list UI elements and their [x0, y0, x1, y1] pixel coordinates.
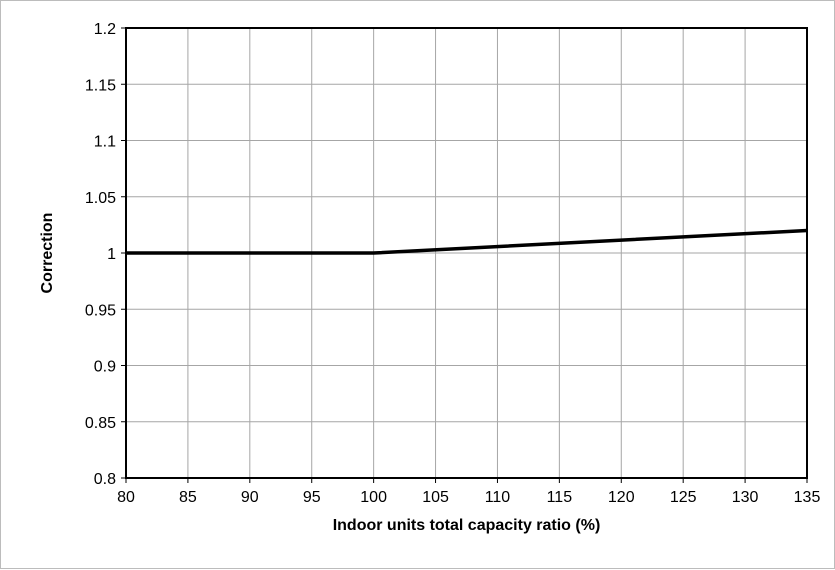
y-tick-label: 0.8: [94, 471, 116, 488]
y-axis-title: Correction: [39, 213, 56, 294]
x-tick-label: 80: [117, 489, 135, 506]
x-tick-label: 130: [732, 489, 759, 506]
series-layer: [126, 228, 808, 255]
x-tick-label: 95: [303, 489, 321, 506]
x-tick-label: 120: [608, 489, 635, 506]
x-tick-label: 105: [422, 489, 449, 506]
y-axis-ticks: 0.8 0.85 0.9 0.95 1 1.05 1.1 1.15 1.2: [85, 21, 126, 488]
y-tick-label: 1.2: [94, 21, 116, 38]
y-tick-label: 1.15: [85, 77, 116, 94]
x-axis-title: Indoor units total capacity ratio (%): [333, 517, 601, 534]
x-axis-ticks: 80 85 90 95 100 105 110 115 120 125 130 135: [117, 478, 820, 506]
series-line: [126, 228, 808, 255]
y-tick-label: 0.9: [94, 359, 116, 376]
y-tick-label: 1.1: [94, 134, 116, 151]
x-tick-label: 125: [670, 489, 697, 506]
y-tick-label: 1: [107, 246, 116, 263]
x-tick-label: 135: [794, 489, 821, 506]
y-tick-label: 1.05: [85, 190, 116, 207]
x-tick-label: 85: [179, 489, 197, 506]
y-tick-label: 0.85: [85, 415, 116, 432]
x-tick-label: 90: [241, 489, 259, 506]
x-tick-label: 110: [485, 489, 511, 506]
x-tick-label: 100: [360, 489, 387, 506]
y-tick-label: 0.95: [85, 302, 116, 319]
x-tick-label: 115: [547, 489, 573, 506]
